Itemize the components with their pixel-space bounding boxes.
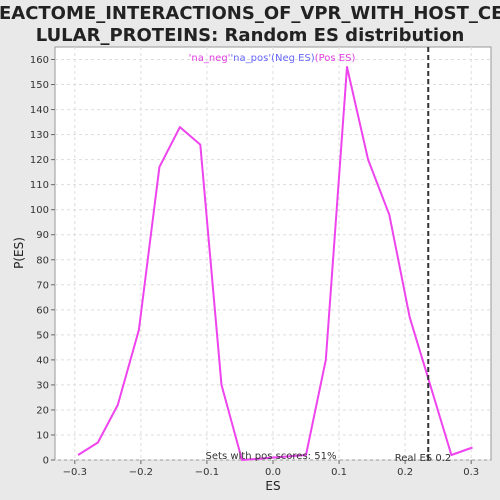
x-tick-label: 0.2 bbox=[397, 467, 413, 478]
y-tick-label: 60 bbox=[36, 305, 49, 316]
y-tick-label: 130 bbox=[30, 130, 49, 141]
y-tick-label: 0 bbox=[43, 456, 49, 467]
x-tick-label: 0.0 bbox=[265, 467, 281, 478]
y-tick-label: 30 bbox=[36, 380, 49, 391]
real-es-label: Real ES 0.2 bbox=[395, 453, 451, 464]
y-tick-label: 10 bbox=[36, 430, 49, 441]
y-tick-label: 150 bbox=[30, 80, 49, 91]
y-tick-label: 140 bbox=[30, 105, 49, 116]
y-tick-label: 20 bbox=[36, 405, 49, 416]
chart-title-line-1: REACTOME_INTERACTIONS_OF_VPR_WITH_HOST_C… bbox=[0, 3, 500, 24]
legend: 'na_neg''na_pos'(Neg ES)(Pos ES) bbox=[189, 53, 356, 64]
axis-ticks: 0 10 20 30 40 50 60 70 80 90 100 110 120 130 140 150 160… bbox=[30, 55, 479, 478]
y-tick-label: 110 bbox=[30, 180, 49, 191]
y-tick-label: 70 bbox=[36, 280, 49, 291]
legend-entry-pos-es: (Pos ES) bbox=[315, 53, 356, 64]
legend-entry-neg-es: (Neg ES) bbox=[271, 53, 315, 64]
y-tick-label: 80 bbox=[36, 255, 49, 266]
y-axis-label: P(ES) bbox=[12, 237, 26, 269]
x-axis-label: ES bbox=[265, 479, 280, 493]
x-tick-label: −0.3 bbox=[63, 467, 87, 478]
chart-title-line-2: LULAR_PROTEINS: Random ES distribution bbox=[36, 25, 465, 46]
y-tick-label: 90 bbox=[36, 230, 49, 241]
series-line bbox=[77, 66, 473, 461]
y-tick-label: 100 bbox=[30, 205, 49, 216]
x-tick-label: −0.2 bbox=[129, 467, 153, 478]
grid bbox=[55, 47, 491, 461]
x-tick-label: 0.1 bbox=[331, 467, 347, 478]
x-tick-label: −0.1 bbox=[195, 467, 219, 478]
legend-entry-na-neg: 'na_neg' bbox=[189, 53, 231, 64]
y-tick-label: 40 bbox=[36, 355, 49, 366]
series-layer bbox=[77, 66, 473, 461]
y-tick-label: 160 bbox=[30, 55, 49, 66]
legend-entry-na-pos: 'na_pos' bbox=[230, 53, 271, 64]
y-tick-label: 120 bbox=[30, 155, 49, 166]
pos-scores-annotation: Sets with pos scores: 51% bbox=[206, 451, 337, 462]
x-tick-label: 0.3 bbox=[463, 467, 479, 478]
y-tick-label: 50 bbox=[36, 330, 49, 341]
